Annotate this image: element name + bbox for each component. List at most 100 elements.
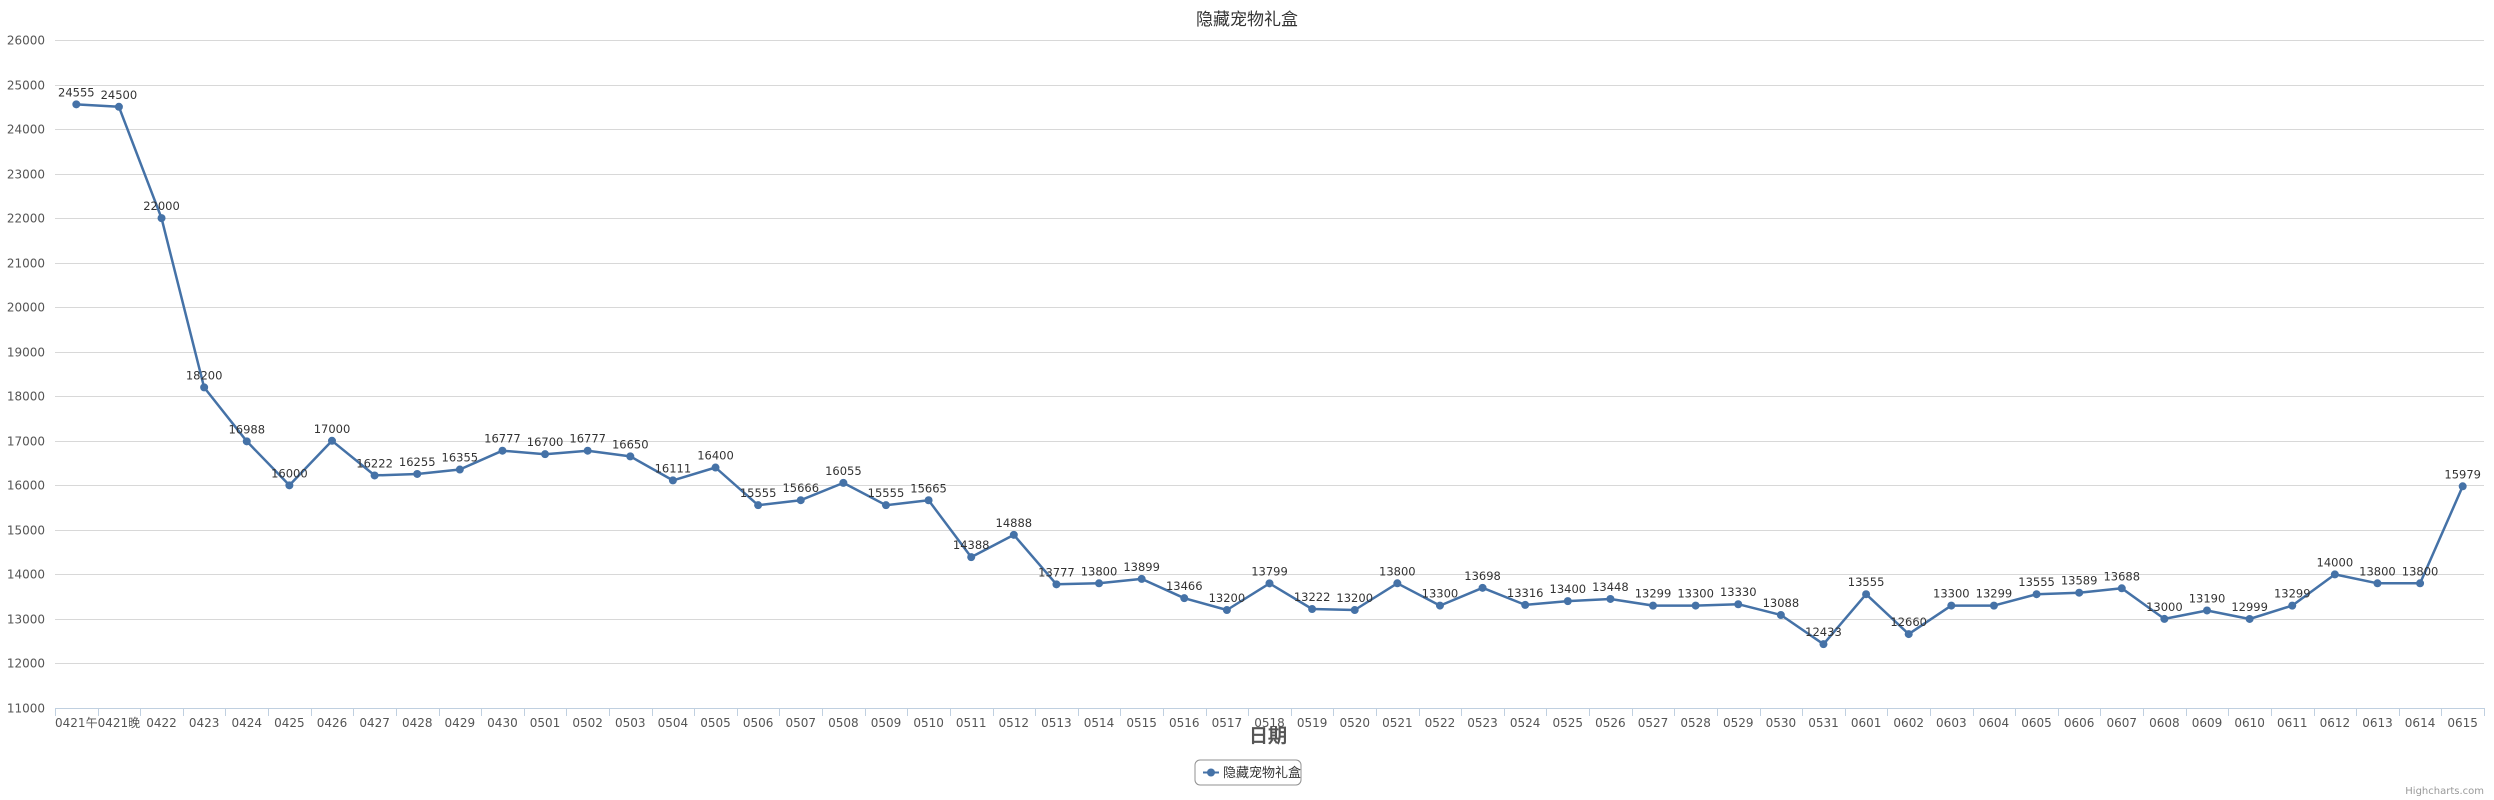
- data-point[interactable]: [285, 481, 294, 490]
- x-tick-label: 0425: [274, 716, 305, 730]
- data-point[interactable]: [327, 436, 336, 445]
- data-point[interactable]: [1009, 530, 1018, 539]
- data-point[interactable]: [1180, 594, 1189, 603]
- y-tick-label: 19000: [7, 346, 45, 360]
- data-point[interactable]: [1350, 606, 1359, 615]
- data-point[interactable]: [583, 446, 592, 455]
- data-point[interactable]: [1308, 605, 1317, 614]
- data-point[interactable]: [1904, 630, 1913, 639]
- y-tick-label: 22000: [7, 212, 45, 226]
- data-label: 13299: [1635, 587, 1672, 601]
- data-point[interactable]: [796, 496, 805, 505]
- y-tick-label: 18000: [7, 390, 45, 404]
- data-labels: 24555 24500 22000 18200 16988 16000 17000 16222…: [58, 85, 2481, 639]
- data-point[interactable]: [2245, 614, 2254, 623]
- x-tick-label: 0607: [2107, 716, 2138, 730]
- legend-item-label[interactable]: 隐藏宠物礼盒: [1223, 765, 1301, 781]
- data-label: 18200: [186, 368, 223, 382]
- data-point[interactable]: [1989, 601, 1998, 610]
- data-point[interactable]: [1095, 579, 1104, 588]
- series-line[interactable]: [75, 103, 2464, 646]
- data-point[interactable]: [114, 102, 123, 111]
- credits-text[interactable]: Highcharts.com: [2405, 786, 2484, 797]
- data-point[interactable]: [626, 452, 635, 461]
- data-point[interactable]: [1478, 583, 1487, 592]
- data-point[interactable]: [2032, 590, 2041, 599]
- data-label: 13200: [1336, 591, 1373, 605]
- x-tick-label: 0604: [1979, 716, 2010, 730]
- x-tick-label: 0506: [743, 716, 774, 730]
- x-tick-label: 0529: [1723, 716, 1754, 730]
- data-point[interactable]: [72, 100, 81, 109]
- data-point[interactable]: [2330, 570, 2339, 579]
- data-point[interactable]: [2117, 584, 2126, 593]
- x-tick-label: 0426: [317, 716, 348, 730]
- data-point[interactable]: [1265, 579, 1274, 588]
- x-tick-label: 0527: [1638, 716, 1669, 730]
- data-label: 16222: [356, 456, 393, 470]
- x-tick-label: 0503: [615, 716, 646, 730]
- data-point[interactable]: [881, 501, 890, 510]
- data-point[interactable]: [455, 465, 464, 474]
- data-point[interactable]: [1734, 600, 1743, 609]
- data-label: 12999: [2231, 600, 2268, 614]
- data-point[interactable]: [2160, 614, 2169, 623]
- y-tick-label: 16000: [7, 479, 45, 493]
- legend[interactable]: 隐藏宠物礼盒: [1194, 759, 1302, 786]
- data-point[interactable]: [2203, 606, 2212, 615]
- y-tick-label: 24000: [7, 123, 45, 137]
- data-point[interactable]: [1521, 600, 1530, 609]
- data-point[interactable]: [1563, 597, 1572, 606]
- data-point[interactable]: [711, 463, 720, 472]
- data-point[interactable]: [1649, 601, 1658, 610]
- data-point[interactable]: [1435, 601, 1444, 610]
- x-tick-label: 0519: [1297, 716, 1328, 730]
- data-label: 13200: [1209, 591, 1246, 605]
- data-point[interactable]: [1776, 611, 1785, 620]
- x-tick-label: 0429: [445, 716, 476, 730]
- data-point[interactable]: [498, 446, 507, 455]
- legend-box[interactable]: [1194, 759, 1302, 786]
- data-point[interactable]: [1691, 601, 1700, 610]
- data-point[interactable]: [1947, 601, 1956, 610]
- x-tick-label: 0512: [999, 716, 1030, 730]
- x-tick-label: 0504: [658, 716, 689, 730]
- data-point[interactable]: [1222, 606, 1231, 615]
- data-label: 13800: [1379, 564, 1416, 578]
- data-point[interactable]: [668, 476, 677, 485]
- data-label: 17000: [314, 422, 351, 436]
- x-tick-label: 0423: [189, 716, 220, 730]
- x-tick-label: 0612: [2320, 716, 2351, 730]
- x-tick-label: 0615: [2447, 716, 2478, 730]
- data-point[interactable]: [370, 471, 379, 480]
- data-label: 13222: [1294, 590, 1331, 604]
- data-point[interactable]: [1393, 579, 1402, 588]
- data-point[interactable]: [200, 383, 209, 392]
- data-point[interactable]: [2416, 579, 2425, 588]
- x-tick-label: 0513: [1041, 716, 1072, 730]
- x-tick-label: 0601: [1851, 716, 1882, 730]
- data-point[interactable]: [157, 214, 166, 223]
- x-tick-label: 0514: [1084, 716, 1115, 730]
- data-label: 13299: [1976, 587, 2013, 601]
- data-point[interactable]: [754, 501, 763, 510]
- data-point[interactable]: [967, 553, 976, 562]
- x-tick-label: 0507: [785, 716, 816, 730]
- data-point[interactable]: [413, 469, 422, 478]
- data-point[interactable]: [924, 496, 933, 505]
- x-tick-label: 0614: [2405, 716, 2436, 730]
- data-point[interactable]: [1606, 594, 1615, 603]
- data-point[interactable]: [839, 478, 848, 487]
- data-point[interactable]: [242, 437, 251, 446]
- data-point[interactable]: [2373, 579, 2382, 588]
- data-point[interactable]: [1862, 590, 1871, 599]
- data-point[interactable]: [1137, 574, 1146, 583]
- data-point[interactable]: [541, 450, 550, 459]
- data-point[interactable]: [1819, 640, 1828, 649]
- data-point[interactable]: [2458, 482, 2467, 491]
- x-tick-label: 0528: [1680, 716, 1711, 730]
- data-point[interactable]: [1052, 580, 1061, 589]
- data-point[interactable]: [2075, 588, 2084, 597]
- data-point[interactable]: [2288, 601, 2297, 610]
- y-tick-label: 26000: [7, 34, 45, 48]
